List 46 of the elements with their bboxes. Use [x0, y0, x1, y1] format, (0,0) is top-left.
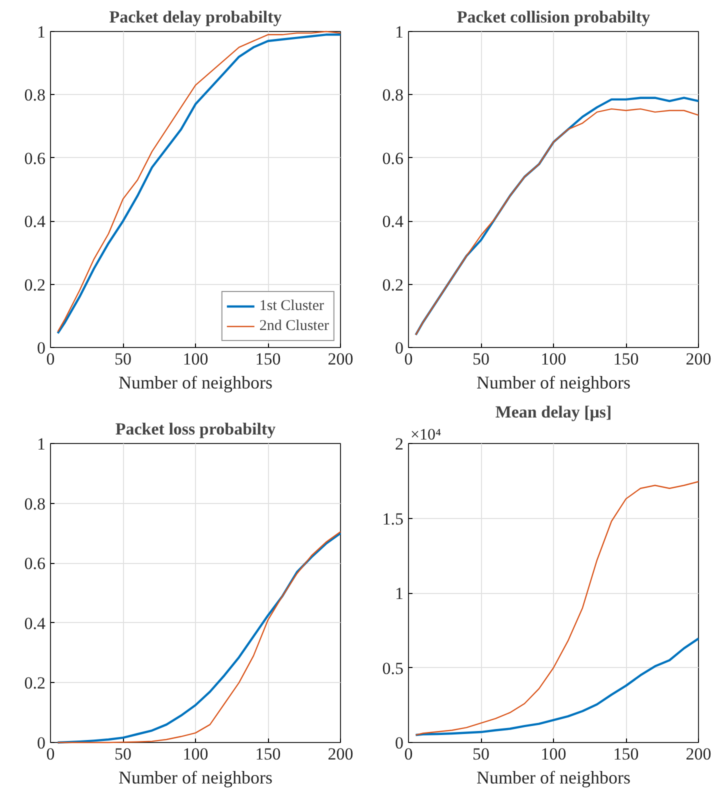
x-axis-title: Number of neighbors — [118, 372, 272, 392]
y-tick-label: 0.2 — [382, 275, 404, 294]
y-tick-label: 0.6 — [24, 554, 46, 574]
legend-label: 1st Cluster — [259, 298, 324, 314]
y-tick-label: 1.5 — [382, 509, 404, 528]
x-tick-label: 200 — [686, 744, 712, 764]
y-tick-label: 1 — [37, 22, 46, 42]
y-tick-label: 0.6 — [24, 148, 46, 168]
chart-title: Packet delay probabilty — [109, 8, 282, 26]
y-tick-label: 1 — [395, 584, 404, 603]
x-axis-title: Number of neighbors — [476, 768, 630, 788]
legend-label: 2nd Cluster — [259, 318, 329, 334]
chart-title: Packet loss probabilty — [115, 420, 276, 438]
x-tick-label: 200 — [328, 350, 354, 368]
y-tick-label: 1 — [395, 22, 404, 42]
y-tick-label: 0.5 — [382, 658, 404, 678]
x-tick-label: 150 — [613, 744, 639, 764]
x-tick-label: 150 — [255, 350, 281, 368]
x-tick-label: 150 — [255, 744, 281, 764]
x-tick-label: 50 — [114, 744, 132, 764]
x-tick-label: 150 — [613, 350, 639, 368]
x-tick-label: 50 — [114, 350, 132, 368]
x-tick-label: 200 — [686, 350, 712, 368]
x-axis-title: Number of neighbors — [476, 372, 630, 392]
x-tick-label: 100 — [540, 350, 566, 368]
x-tick-label: 200 — [328, 744, 354, 764]
y-tick-label: 2 — [395, 434, 404, 454]
y-tick-label: 0.2 — [24, 275, 46, 294]
y-tick-label: 0.8 — [382, 86, 404, 105]
x-tick-label: 100 — [182, 350, 208, 368]
y-tick-label: 0.8 — [24, 86, 46, 105]
y-tick-label: 0.4 — [382, 212, 404, 232]
y-tick-label: 0.2 — [24, 674, 46, 693]
y-tick-label: 0.4 — [24, 212, 46, 232]
x-tick-label: 50 — [472, 350, 490, 368]
y-tick-label: 0.8 — [24, 494, 46, 514]
x-tick-label: 50 — [472, 744, 490, 764]
y-tick-label: 0.4 — [24, 614, 46, 633]
chart-title: Packet collision probabilty — [456, 8, 651, 26]
y-tick-label: 1 — [37, 434, 46, 454]
y-tick-label: 0.6 — [382, 148, 404, 168]
x-tick-label: 100 — [182, 744, 208, 764]
chart-title: Mean delay [μs] — [495, 402, 612, 422]
x-tick-label: 100 — [540, 744, 566, 764]
x-axis-title: Number of neighbors — [118, 768, 272, 788]
text: ×10⁴ — [410, 426, 442, 444]
